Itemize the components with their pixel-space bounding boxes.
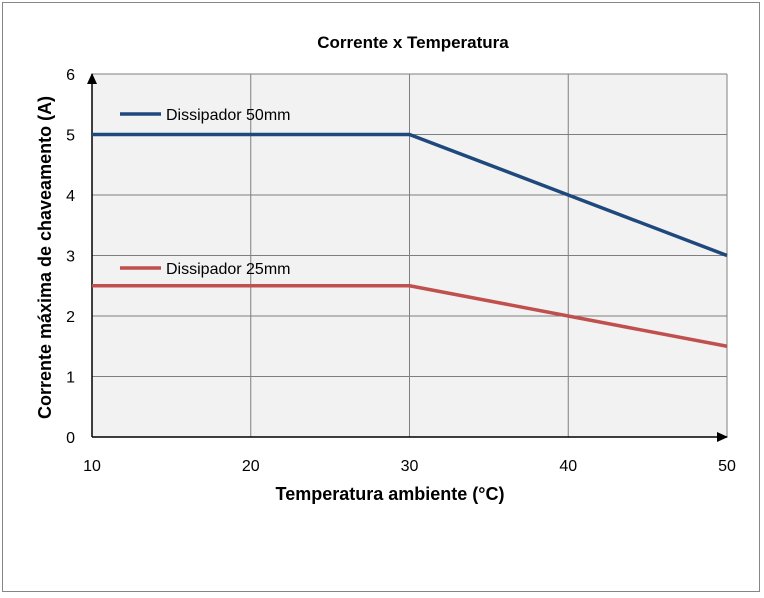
x-tick-label: 50 [718,458,736,475]
y-tick-label: 1 [66,370,75,387]
y-tick-label: 2 [66,309,75,326]
legend: Dissipador 50mm Dissipador 25mm [120,107,290,278]
x-tick-label: 20 [242,458,260,475]
x-axis-arrow [717,432,728,442]
x-axis-title: Temperatura ambiente (°C) [276,484,505,504]
chart-frame: 10 20 30 40 50 0 1 2 3 4 5 6 Dissipador 50mm Dissipa… [2,2,760,592]
chart-title: Corrente x Temperatura [317,33,509,52]
tick-labels: 10 20 30 40 50 0 1 2 3 4 5 6 [66,67,736,475]
y-tick-label: 3 [66,249,75,266]
legend-label: Dissipador 50mm [166,107,290,124]
series-line-dissipador-50mm [92,132,728,258]
y-tick-label: 4 [66,188,75,205]
x-tick-label: 30 [401,458,419,475]
y-axis-title: Corrente máxima de chaveamento (A) [35,96,55,419]
y-axis-arrow [87,73,97,84]
x-tick-label: 10 [83,458,101,475]
legend-label: Dissipador 25mm [166,261,290,278]
y-tick-label: 0 [66,430,75,447]
series-group [92,132,728,348]
x-tick-label: 40 [559,458,577,475]
y-tick-label: 5 [66,128,75,145]
y-tick-label: 6 [66,67,75,84]
series-line-dissipador-25mm [92,284,728,348]
